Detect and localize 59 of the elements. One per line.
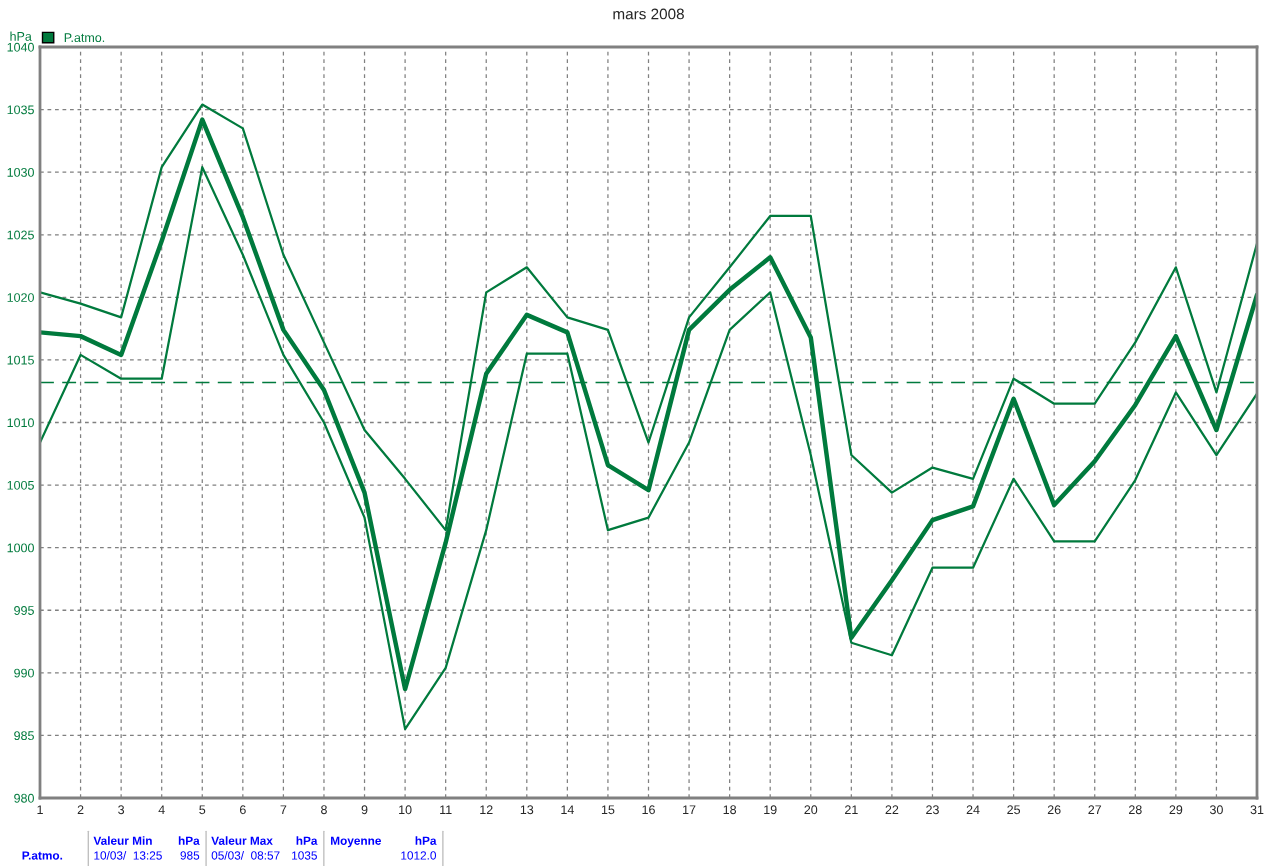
x-tick-label: 9: [361, 805, 368, 815]
y-tick-label: 1025: [7, 230, 34, 240]
x-tick-label: 5: [199, 805, 206, 815]
chart-title: mars 2008: [613, 8, 684, 20]
x-tick-label: 3: [118, 805, 125, 815]
text: 985: [180, 851, 200, 860]
x-tick-label: 23: [926, 805, 939, 815]
x-tick-label: 15: [601, 805, 615, 815]
y-tick-label: 1035: [7, 105, 34, 115]
x-tick-label: 2: [77, 805, 84, 814]
text: 1012.0: [401, 851, 437, 860]
text: hPa: [178, 836, 200, 845]
y-tick-label: 1000: [7, 543, 34, 553]
x-tick-label: 14: [561, 805, 574, 814]
y-tick-label: 990: [14, 668, 34, 678]
x-tick-label: 12: [480, 805, 493, 814]
x-tick-label: 7: [280, 805, 287, 814]
y-tick-label: 1015: [7, 355, 34, 365]
x-tick-label: 21: [845, 805, 858, 814]
text: hPa: [296, 836, 318, 845]
x-tick-label: 25: [1007, 805, 1021, 815]
x-tick-label: 20: [804, 805, 818, 815]
legend-label: P.atmo.: [64, 33, 105, 43]
x-tick-label: 11: [440, 805, 452, 814]
x-tick-label: 24: [966, 805, 980, 814]
y-tick-label: 1040: [7, 42, 34, 52]
y-tick-label: 1005: [7, 480, 34, 490]
y-tick-label: 985: [14, 731, 34, 741]
x-tick-label: 16: [642, 805, 655, 815]
x-tick-label: 31: [1250, 805, 1264, 815]
text: P.atmo.: [22, 851, 63, 860]
y-tick-label: 980: [14, 793, 34, 803]
x-tick-label: 17: [683, 805, 696, 814]
x-tick-label: 6: [239, 805, 246, 815]
text: 1035: [292, 851, 317, 860]
x-tick-label: 8: [321, 805, 327, 815]
x-tick-label: 26: [1047, 805, 1061, 815]
x-tick-label: 30: [1209, 805, 1223, 815]
x-tick-label: 28: [1128, 805, 1142, 815]
x-tick-label: 10: [399, 805, 412, 815]
y-tick-label: 1010: [7, 418, 34, 428]
text: 05/03/ 08:57: [211, 850, 280, 860]
y-tick-label: 1030: [7, 167, 34, 177]
text: Valeur Min: [93, 836, 152, 845]
y-tick-label: 995: [14, 606, 34, 615]
x-tick-label: 22: [885, 805, 899, 814]
x-tick-label: 1: [37, 805, 43, 814]
x-tick-label: 18: [723, 805, 737, 815]
x-tick-label: 29: [1169, 805, 1183, 815]
y-axis-title: hPa: [10, 31, 32, 41]
text: Valeur Max: [211, 836, 273, 845]
text: Moyenne: [331, 836, 381, 848]
x-tick-label: 27: [1088, 805, 1102, 814]
text: hPa: [415, 836, 437, 845]
x-tick-label: 4: [158, 805, 165, 814]
y-tick-label: 1020: [7, 293, 34, 302]
text: 10/03/ 13:25: [94, 850, 162, 860]
x-tick-label: 13: [520, 805, 534, 815]
x-tick-label: 19: [764, 805, 777, 815]
